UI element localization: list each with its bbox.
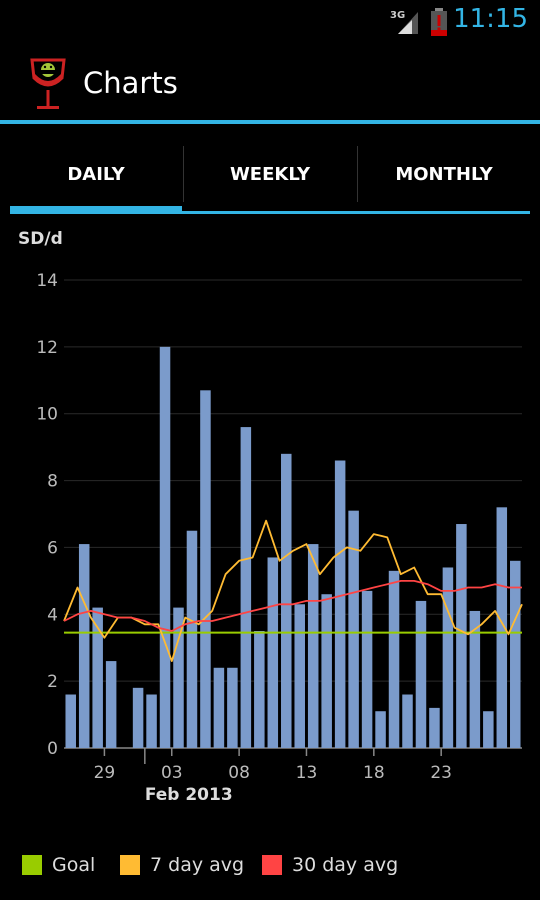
bar: [334, 460, 346, 748]
x-tick-label: 23: [430, 763, 452, 783]
bar: [227, 667, 238, 748]
legend-label-goal: Goal: [52, 854, 96, 876]
bar: [375, 711, 386, 748]
7-day-avg-line: [63, 519, 523, 663]
bar: [267, 557, 279, 748]
bar: [105, 661, 117, 748]
bar: [200, 390, 211, 748]
bar: [483, 711, 494, 748]
y-tick-label: 6: [47, 538, 58, 558]
wine-glass-android-icon[interactable]: [28, 56, 68, 112]
x-tick-label: 29: [94, 763, 116, 783]
x-tick-label: 18: [363, 763, 385, 783]
chart-grid: [64, 279, 522, 764]
bar: [429, 707, 440, 748]
battery-alert-icon: [431, 8, 447, 36]
bar: [402, 694, 413, 748]
bar: [92, 607, 103, 748]
sd-per-day-chart: SD/d 0 2 4 6 8 10 12 14 29 03 08 13 18 23 Feb 2013: [18, 229, 523, 805]
signal-icon: 3G: [390, 10, 418, 34]
y-axis-title: SD/d: [18, 229, 63, 249]
bar: [186, 530, 198, 748]
bar: [159, 346, 171, 748]
tab-monthly[interactable]: MONTHLY: [395, 164, 493, 185]
chart-legend: Goal 7 day avg 30 day avg: [0, 850, 540, 880]
legend-swatch-goal: [22, 855, 42, 875]
chart-labels: SD/d 0 2 4 6 8 10 12 14 29 03 08 13 18 23 Feb 2013: [18, 229, 452, 805]
legend-swatch-30-day-avg: [262, 855, 282, 875]
action-bar-divider: [0, 120, 540, 124]
bar: [469, 610, 481, 748]
y-tick-label: 14: [36, 271, 58, 291]
bar: [65, 694, 76, 748]
tab-daily[interactable]: DAILY: [67, 164, 125, 185]
30-day-avg-line: [63, 579, 522, 632]
legend-7-day-avg: 7 day avg: [120, 850, 244, 880]
bar: [254, 631, 265, 748]
tab-separator: [357, 146, 358, 202]
month-marker-label: Feb 2013: [145, 785, 233, 805]
y-tick-label: 4: [47, 605, 58, 625]
bar: [213, 667, 225, 748]
bar: [456, 524, 467, 748]
bar: [388, 570, 400, 748]
legend-label-7-day-avg: 7 day avg: [150, 854, 245, 876]
tab-bar: DAILY WEEKLY MONTHLY: [0, 140, 540, 214]
status-bar: 3G 11:15: [0, 0, 540, 44]
bar: [146, 694, 157, 748]
bar: [442, 567, 454, 748]
bar: [78, 544, 90, 748]
y-tick-label: 2: [47, 672, 58, 692]
action-bar: Charts: [0, 44, 540, 122]
bar: [415, 600, 427, 748]
legend-30-day-avg: 30 day avg: [262, 850, 398, 880]
x-tick-label: 13: [296, 763, 318, 783]
tab-underline: [10, 211, 530, 214]
bar: [281, 453, 292, 748]
bar: [510, 560, 521, 748]
legend-swatch-7-day-avg: [120, 855, 140, 875]
bar: [240, 427, 252, 748]
page-title: Charts: [83, 66, 178, 100]
tab-weekly[interactable]: WEEKLY: [229, 164, 311, 185]
x-tick-label: 08: [228, 763, 250, 783]
bar: [496, 507, 508, 748]
legend-label-30-day-avg: 30 day avg: [292, 854, 399, 876]
y-tick-label: 0: [47, 739, 58, 759]
bar: [321, 594, 332, 748]
bar: [132, 687, 144, 748]
legend-goal: Goal: [22, 850, 95, 880]
y-tick-label: 12: [36, 338, 58, 358]
y-tick-label: 10: [36, 405, 58, 425]
status-clock: 11:15: [453, 4, 528, 34]
y-tick-label: 8: [47, 472, 58, 492]
chart-bars: [65, 346, 521, 748]
tab-selected-indicator: [10, 206, 182, 214]
bar: [348, 510, 359, 748]
x-tick-label: 03: [161, 763, 183, 783]
bar: [307, 544, 319, 748]
tab-separator: [183, 146, 184, 202]
bar: [173, 607, 184, 748]
bar: [294, 604, 305, 748]
chart-lines: [63, 519, 523, 663]
network-type-label: 3G: [390, 10, 405, 21]
bar: [361, 590, 373, 748]
